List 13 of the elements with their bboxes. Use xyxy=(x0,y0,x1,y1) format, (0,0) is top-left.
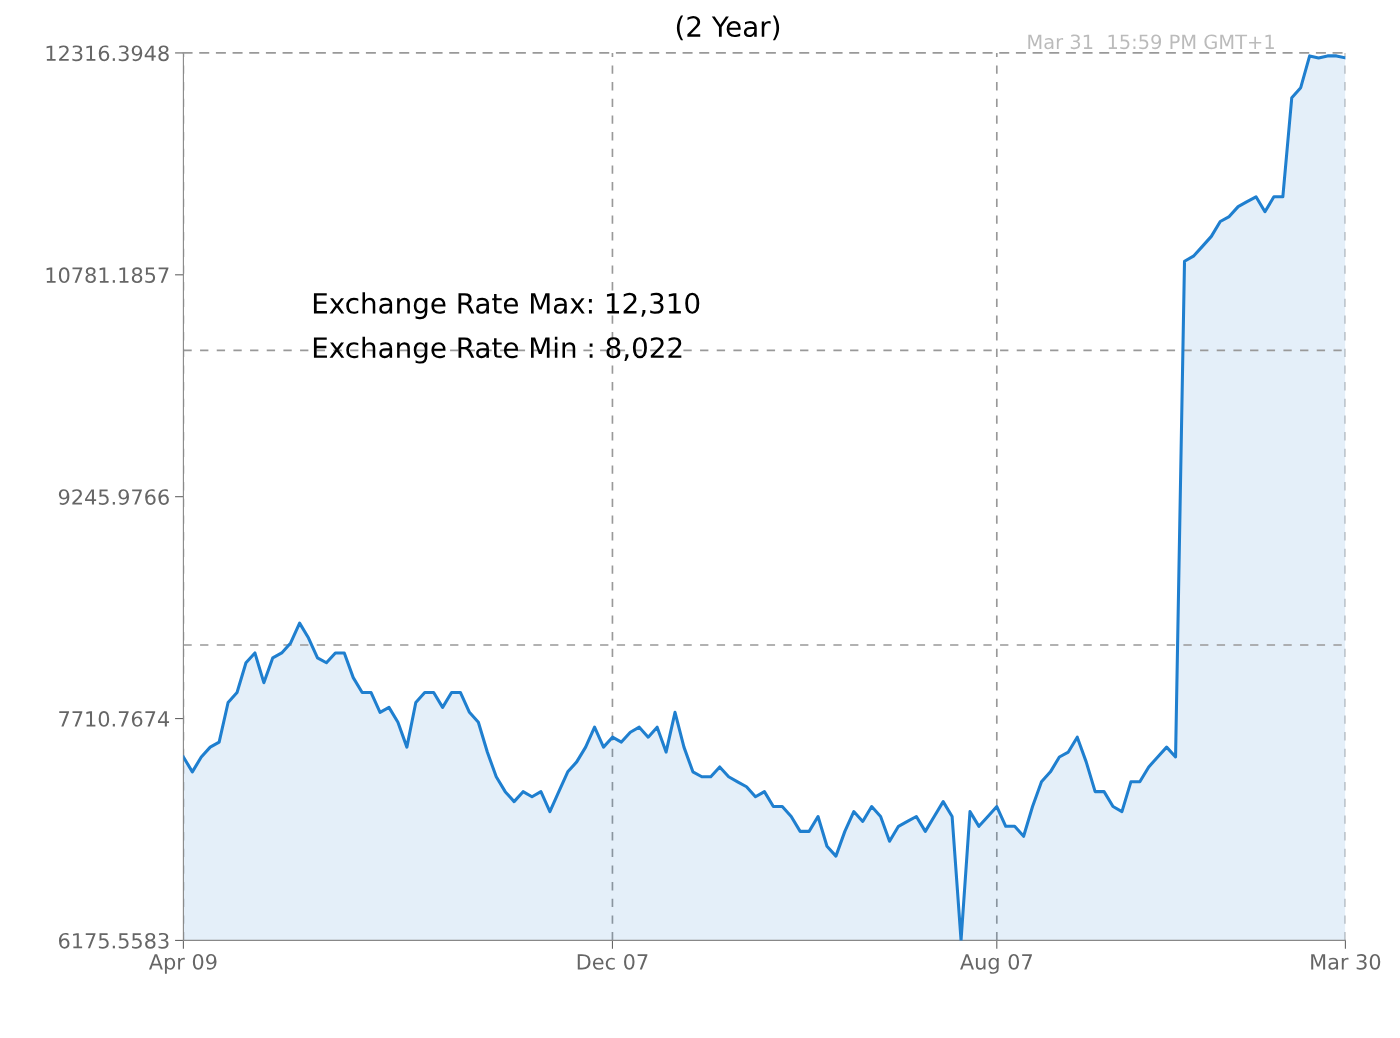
annotation: Exchange Rate Max: 12,310 xyxy=(313,292,700,320)
x-tick-label: Mar 30 xyxy=(1311,953,1381,970)
x-tick-label: Dec 07 xyxy=(577,953,648,970)
x-tick-label: Aug 07 xyxy=(960,953,1032,974)
text: Mar 31 15:59 PM GMT+1 xyxy=(1028,34,1274,50)
y-tick-label: 9245.9766 xyxy=(58,489,169,505)
chart-title: (2 Year) xyxy=(676,15,780,41)
x-tick-label: Apr 09 xyxy=(148,953,217,974)
y-tick-label: 12316.3948 xyxy=(46,45,169,62)
y-tick-label: 6175.5583 xyxy=(59,932,169,949)
y-tick-label: 10781.1857 xyxy=(46,267,169,284)
annotation: Exchange Rate Min : 8,022 xyxy=(313,336,682,364)
y-tick-label: 7710.7674 xyxy=(59,711,170,727)
